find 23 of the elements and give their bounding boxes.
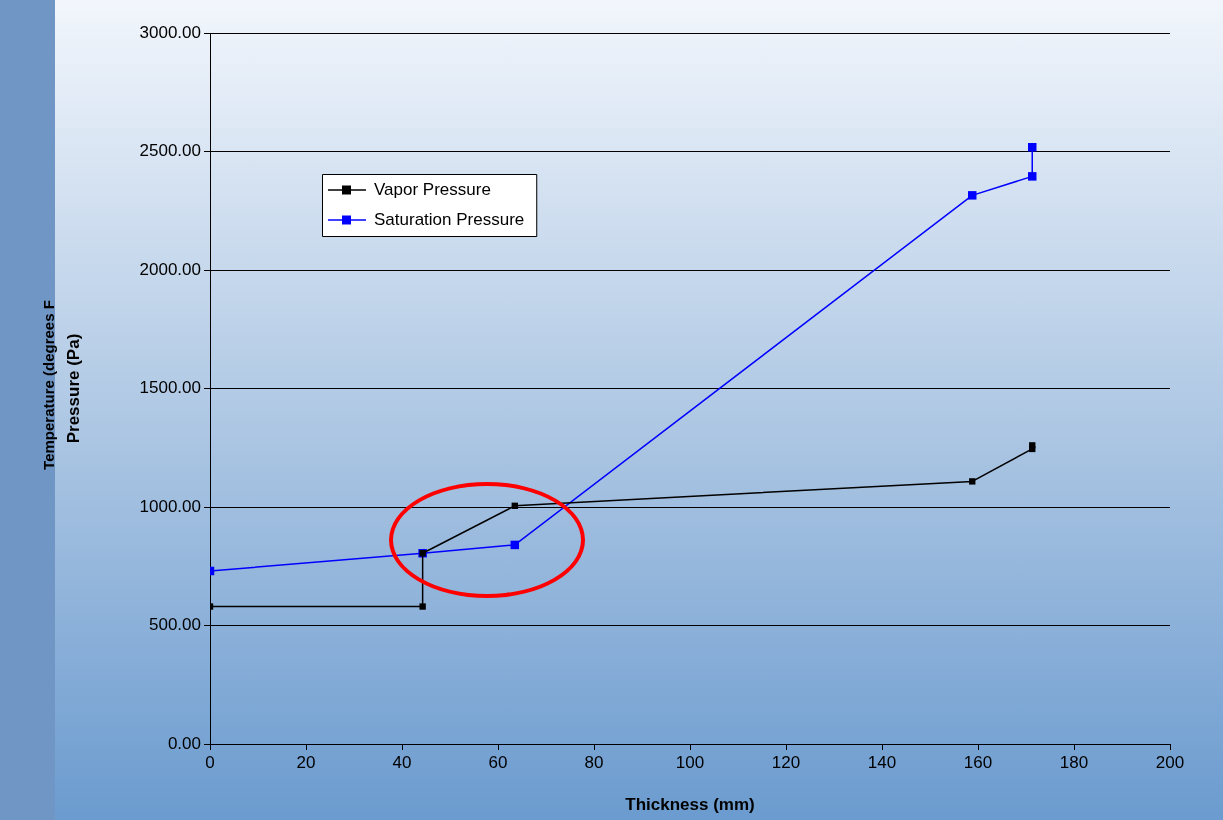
x-tick-label: 200 [1155,752,1185,772]
x-tick-label: 20 [296,752,316,772]
text: Temperature (degrees F [40,300,58,470]
y-axis-title: Pressure (Pa) [63,333,83,444]
x-tick-label: 160 [963,752,993,772]
y-tick-label: 3000.00 [139,22,201,42]
x-tick-label: 120 [771,752,801,772]
y-tick-label: 2000.00 [139,259,201,279]
x-tick-label: 180 [1059,752,1089,772]
y-tick-label: 1500.00 [139,378,201,398]
x-tick-label: 60 [488,752,508,772]
x-axis-title: Thickness (mm) [625,795,755,815]
x-tick-label: 80 [584,752,604,772]
legend-label: Saturation Pressure [374,209,525,229]
legend-label: Vapor Pressure [374,179,491,199]
y-tick-label: 0.00 [167,733,201,753]
y-tick-label: 1000.00 [139,496,201,516]
y-tick-label: 2500.00 [139,141,201,161]
x-tick-label: 40 [392,752,412,772]
x-tick-label: 100 [675,752,705,772]
x-tick-label: 140 [867,752,897,772]
y-tick-label: 500.00 [149,615,201,635]
x-tick-label: 0 [205,752,215,772]
